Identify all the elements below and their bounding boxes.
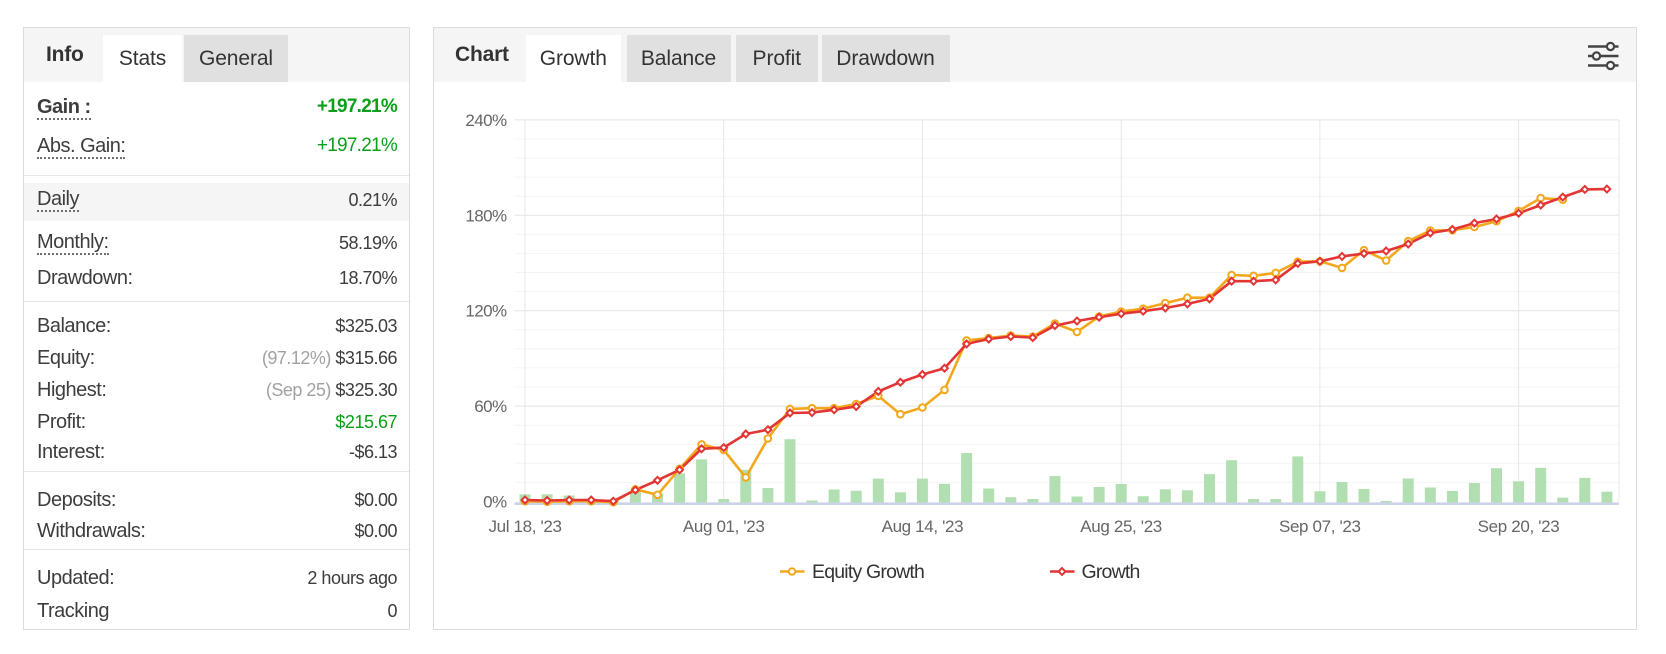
svg-text:Sep 07, '23: Sep 07, '23 — [1279, 517, 1361, 536]
svg-text:Jul 18, '23: Jul 18, '23 — [488, 517, 561, 536]
svg-text:240%: 240% — [465, 111, 507, 130]
svg-text:60%: 60% — [474, 397, 507, 416]
svg-text:120%: 120% — [465, 302, 507, 321]
svg-text:0%: 0% — [483, 493, 507, 512]
svg-text:Growth: Growth — [1082, 561, 1140, 583]
svg-text:180%: 180% — [465, 206, 507, 225]
svg-text:Aug 25, '23: Aug 25, '23 — [1080, 517, 1162, 536]
svg-text:Aug 14, '23: Aug 14, '23 — [882, 517, 964, 536]
svg-text:Sep 20, '23: Sep 20, '23 — [1478, 517, 1560, 536]
svg-text:Equity Growth: Equity Growth — [812, 561, 924, 583]
svg-text:Aug 01, '23: Aug 01, '23 — [683, 517, 765, 536]
